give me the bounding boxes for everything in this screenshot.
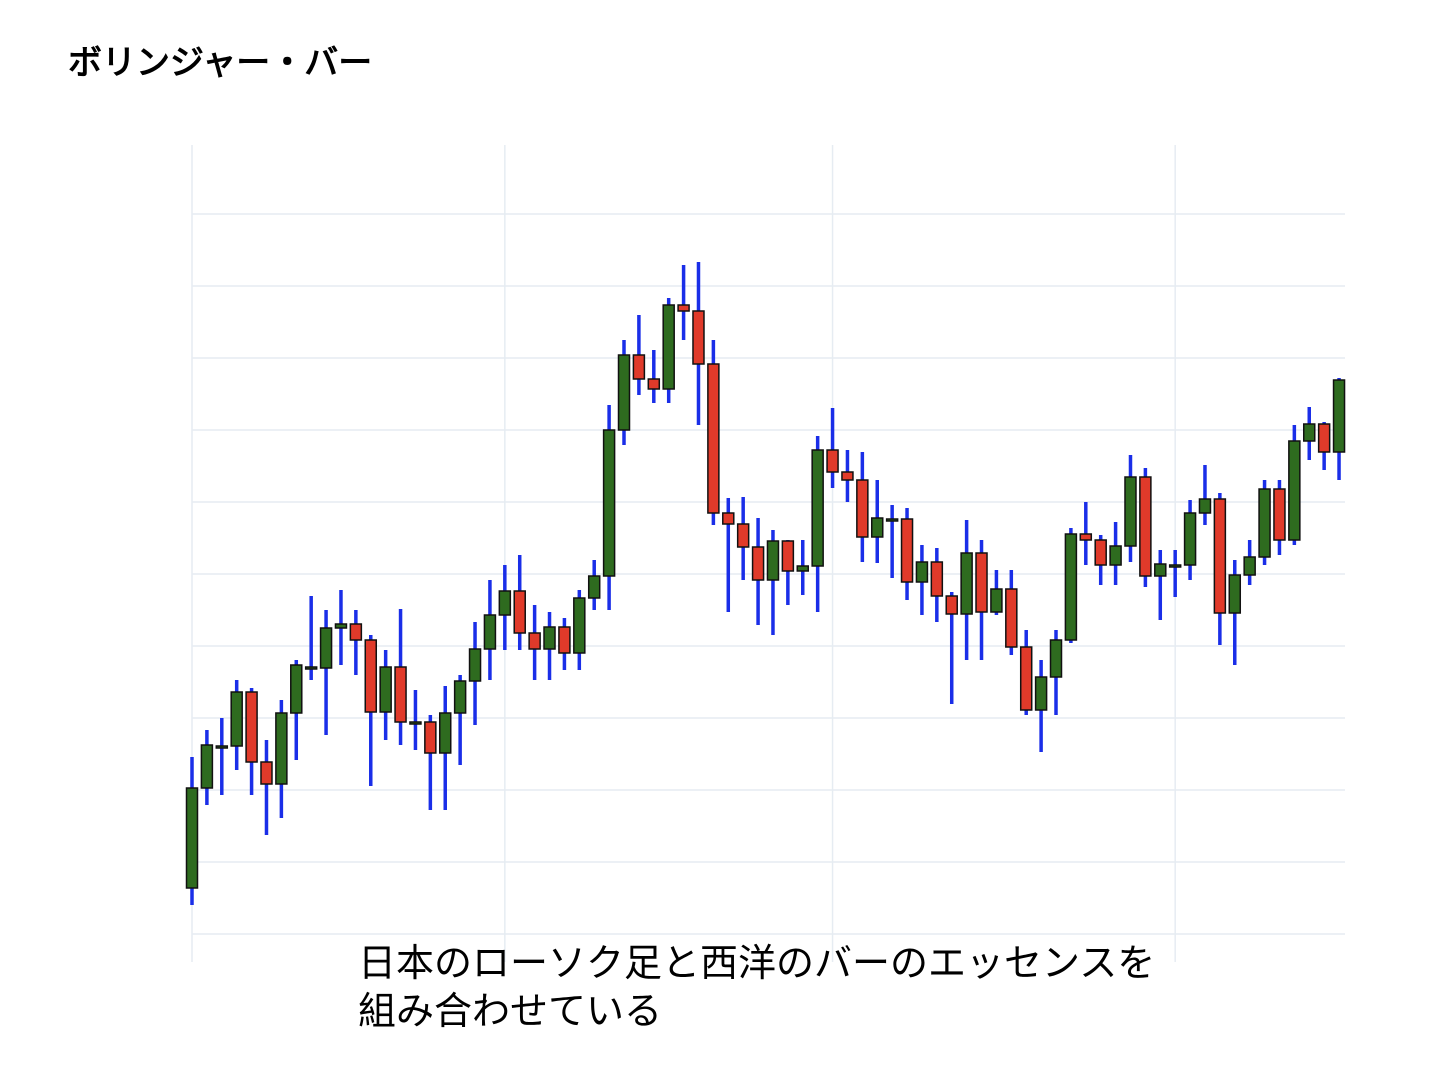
candle-body — [1228, 574, 1242, 614]
candle-body — [1213, 498, 1227, 614]
candle-body — [334, 623, 348, 629]
candle-body — [215, 745, 229, 749]
candle-body — [811, 449, 824, 567]
candle-body — [1243, 556, 1256, 576]
candle-body — [349, 623, 363, 641]
candle-body — [1168, 564, 1182, 568]
candle-body — [424, 721, 437, 754]
candle-body — [528, 632, 541, 650]
candle-body — [900, 518, 914, 583]
candle-body — [1064, 533, 1078, 641]
candle-body — [736, 523, 750, 548]
candle-body — [1034, 676, 1048, 711]
candle-body — [647, 378, 661, 390]
candle-body — [394, 666, 407, 723]
candle-body — [587, 575, 601, 599]
candle-body — [602, 429, 616, 577]
candle-body — [796, 565, 810, 572]
candle-body — [543, 626, 556, 650]
candle-body — [364, 639, 378, 713]
title: ボリンジャー・バー — [68, 43, 372, 83]
candle-body — [1273, 488, 1286, 541]
candle-body — [1154, 563, 1167, 577]
candle-body — [513, 590, 526, 634]
candle-body — [945, 595, 958, 615]
candle-body — [438, 712, 452, 754]
candle-body — [1049, 639, 1063, 678]
candle-body — [498, 590, 512, 616]
candle-body — [990, 588, 1003, 613]
candle-body — [290, 664, 303, 714]
caption-line: 日本のローソク足と西洋のバーのエッセンスを — [358, 941, 1155, 985]
candle-body — [230, 691, 243, 747]
candle-body — [707, 363, 720, 514]
candle-body — [1124, 476, 1137, 547]
candle-body — [915, 561, 929, 583]
candle-body — [1198, 498, 1212, 514]
candle-body — [573, 597, 586, 654]
candle-body — [662, 304, 675, 390]
candle-body — [1183, 512, 1197, 566]
candle-body — [826, 449, 839, 473]
candle-body — [751, 546, 765, 581]
candle-body — [841, 471, 854, 481]
candle-body — [185, 787, 199, 889]
candle-body — [722, 512, 735, 525]
candle-body — [379, 666, 392, 713]
candle-body — [1332, 379, 1346, 453]
caption-line: 組み合わせている — [358, 989, 662, 1033]
candle-body — [632, 354, 646, 380]
candle-body — [260, 761, 273, 785]
candle-body — [1079, 533, 1093, 541]
candle-body — [483, 614, 497, 650]
candle-body — [975, 552, 988, 613]
candle-body — [781, 540, 795, 572]
candle-body — [1302, 423, 1316, 442]
candle-body — [275, 712, 288, 785]
candle-body — [1094, 539, 1107, 566]
candle-body — [1139, 476, 1152, 577]
candle-body — [960, 552, 973, 615]
candle-body — [200, 744, 214, 789]
candle-body — [1019, 646, 1033, 711]
candle-body — [1258, 488, 1271, 558]
candle-body — [856, 479, 869, 538]
candle-body — [692, 310, 705, 365]
candle-body — [245, 691, 258, 763]
candle-body — [1109, 545, 1122, 566]
candle-body — [453, 680, 467, 714]
candle-body — [558, 626, 571, 654]
candle-body — [409, 721, 422, 725]
candle-body — [1005, 588, 1018, 648]
candle-body — [766, 540, 780, 581]
candle-body — [870, 517, 884, 538]
candle-body — [885, 518, 899, 522]
candle-body — [468, 648, 482, 682]
candle-body — [617, 354, 631, 431]
candle-body — [677, 304, 690, 312]
candle-body — [1288, 440, 1301, 541]
candle-body — [1317, 423, 1331, 453]
candle-body — [319, 627, 333, 669]
candle-body — [304, 666, 318, 670]
plot — [185, 145, 1346, 962]
candle-body — [930, 561, 944, 597]
